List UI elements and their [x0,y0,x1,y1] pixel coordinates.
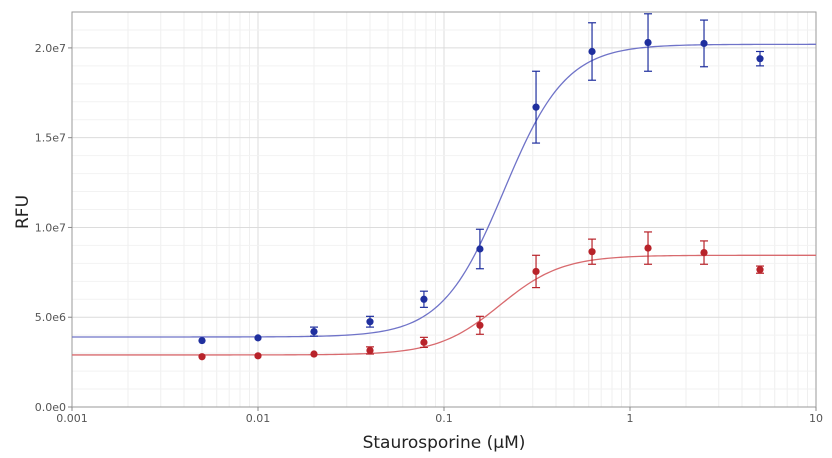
data-point-series-2 [254,352,262,360]
data-point-series-1 [198,336,206,345]
data-point-series-2 [310,350,318,358]
y-axis-title: RFU [13,195,33,229]
data-point-series-2 [420,338,428,346]
data-point-series-2 [366,346,374,355]
x-tick-label: 1 [627,412,634,425]
fit-curve-series-1 [72,43,816,338]
data-point-series-2 [476,321,484,329]
x-tick-label: 0.01 [246,412,271,425]
gridlines [71,12,816,407]
y-tick-label: 2.0e7 [35,42,66,55]
x-tick-label: 10 [809,412,823,425]
x-axis-title: Staurosporine (µM) [363,433,526,453]
data-point-series-1 [310,327,318,336]
data-point-series-1 [476,245,484,253]
data-point-series-2 [588,248,596,256]
data-points [198,13,765,361]
y-tick-label: 1.0e7 [35,221,66,234]
x-tick-label: 0.1 [435,412,453,425]
data-point-series-1 [644,38,652,47]
axis-ticks: 0.001 0.01 0.1 1 10 0.0e0 5.0e6 1.0e7 1.5e7 2.0e7 [35,42,823,425]
y-tick-label: 1.5e7 [35,132,66,145]
x-tick-label: 0.001 [56,412,88,425]
fit-curves [72,43,816,356]
data-point-series-1 [366,318,374,326]
data-point-series-2 [644,244,652,252]
y-tick-label: 0.0e0 [35,401,66,414]
data-point-series-2 [756,266,764,274]
data-point-series-2 [198,353,206,361]
data-point-series-1 [756,55,764,63]
data-point-series-1 [254,334,262,342]
data-point-series-2 [532,267,540,276]
data-point-series-1 [700,39,708,48]
data-point-series-1 [420,295,428,303]
y-tick-label: 5.0e6 [35,311,66,324]
data-point-series-1 [588,47,596,56]
data-point-series-2 [700,248,708,257]
fit-curve-series-2 [72,254,816,356]
data-point-series-1 [532,103,540,111]
